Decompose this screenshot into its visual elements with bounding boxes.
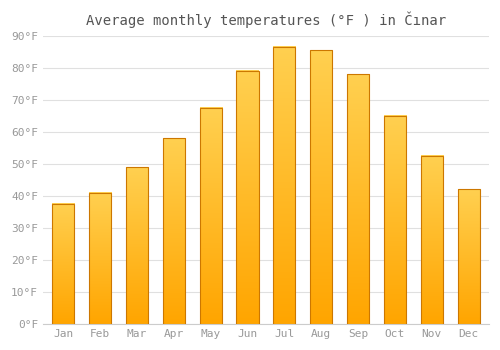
Bar bbox=[310, 50, 332, 324]
Bar bbox=[420, 156, 443, 324]
Bar bbox=[89, 193, 111, 324]
Bar bbox=[200, 108, 222, 324]
Bar bbox=[458, 189, 479, 324]
Bar bbox=[347, 74, 369, 324]
Bar bbox=[236, 71, 258, 324]
Title: Average monthly temperatures (°F ) in Čınar: Average monthly temperatures (°F ) in Čı… bbox=[86, 11, 446, 28]
Bar bbox=[126, 167, 148, 324]
Bar bbox=[274, 47, 295, 324]
Bar bbox=[52, 204, 74, 324]
Bar bbox=[384, 116, 406, 324]
Bar bbox=[162, 138, 185, 324]
